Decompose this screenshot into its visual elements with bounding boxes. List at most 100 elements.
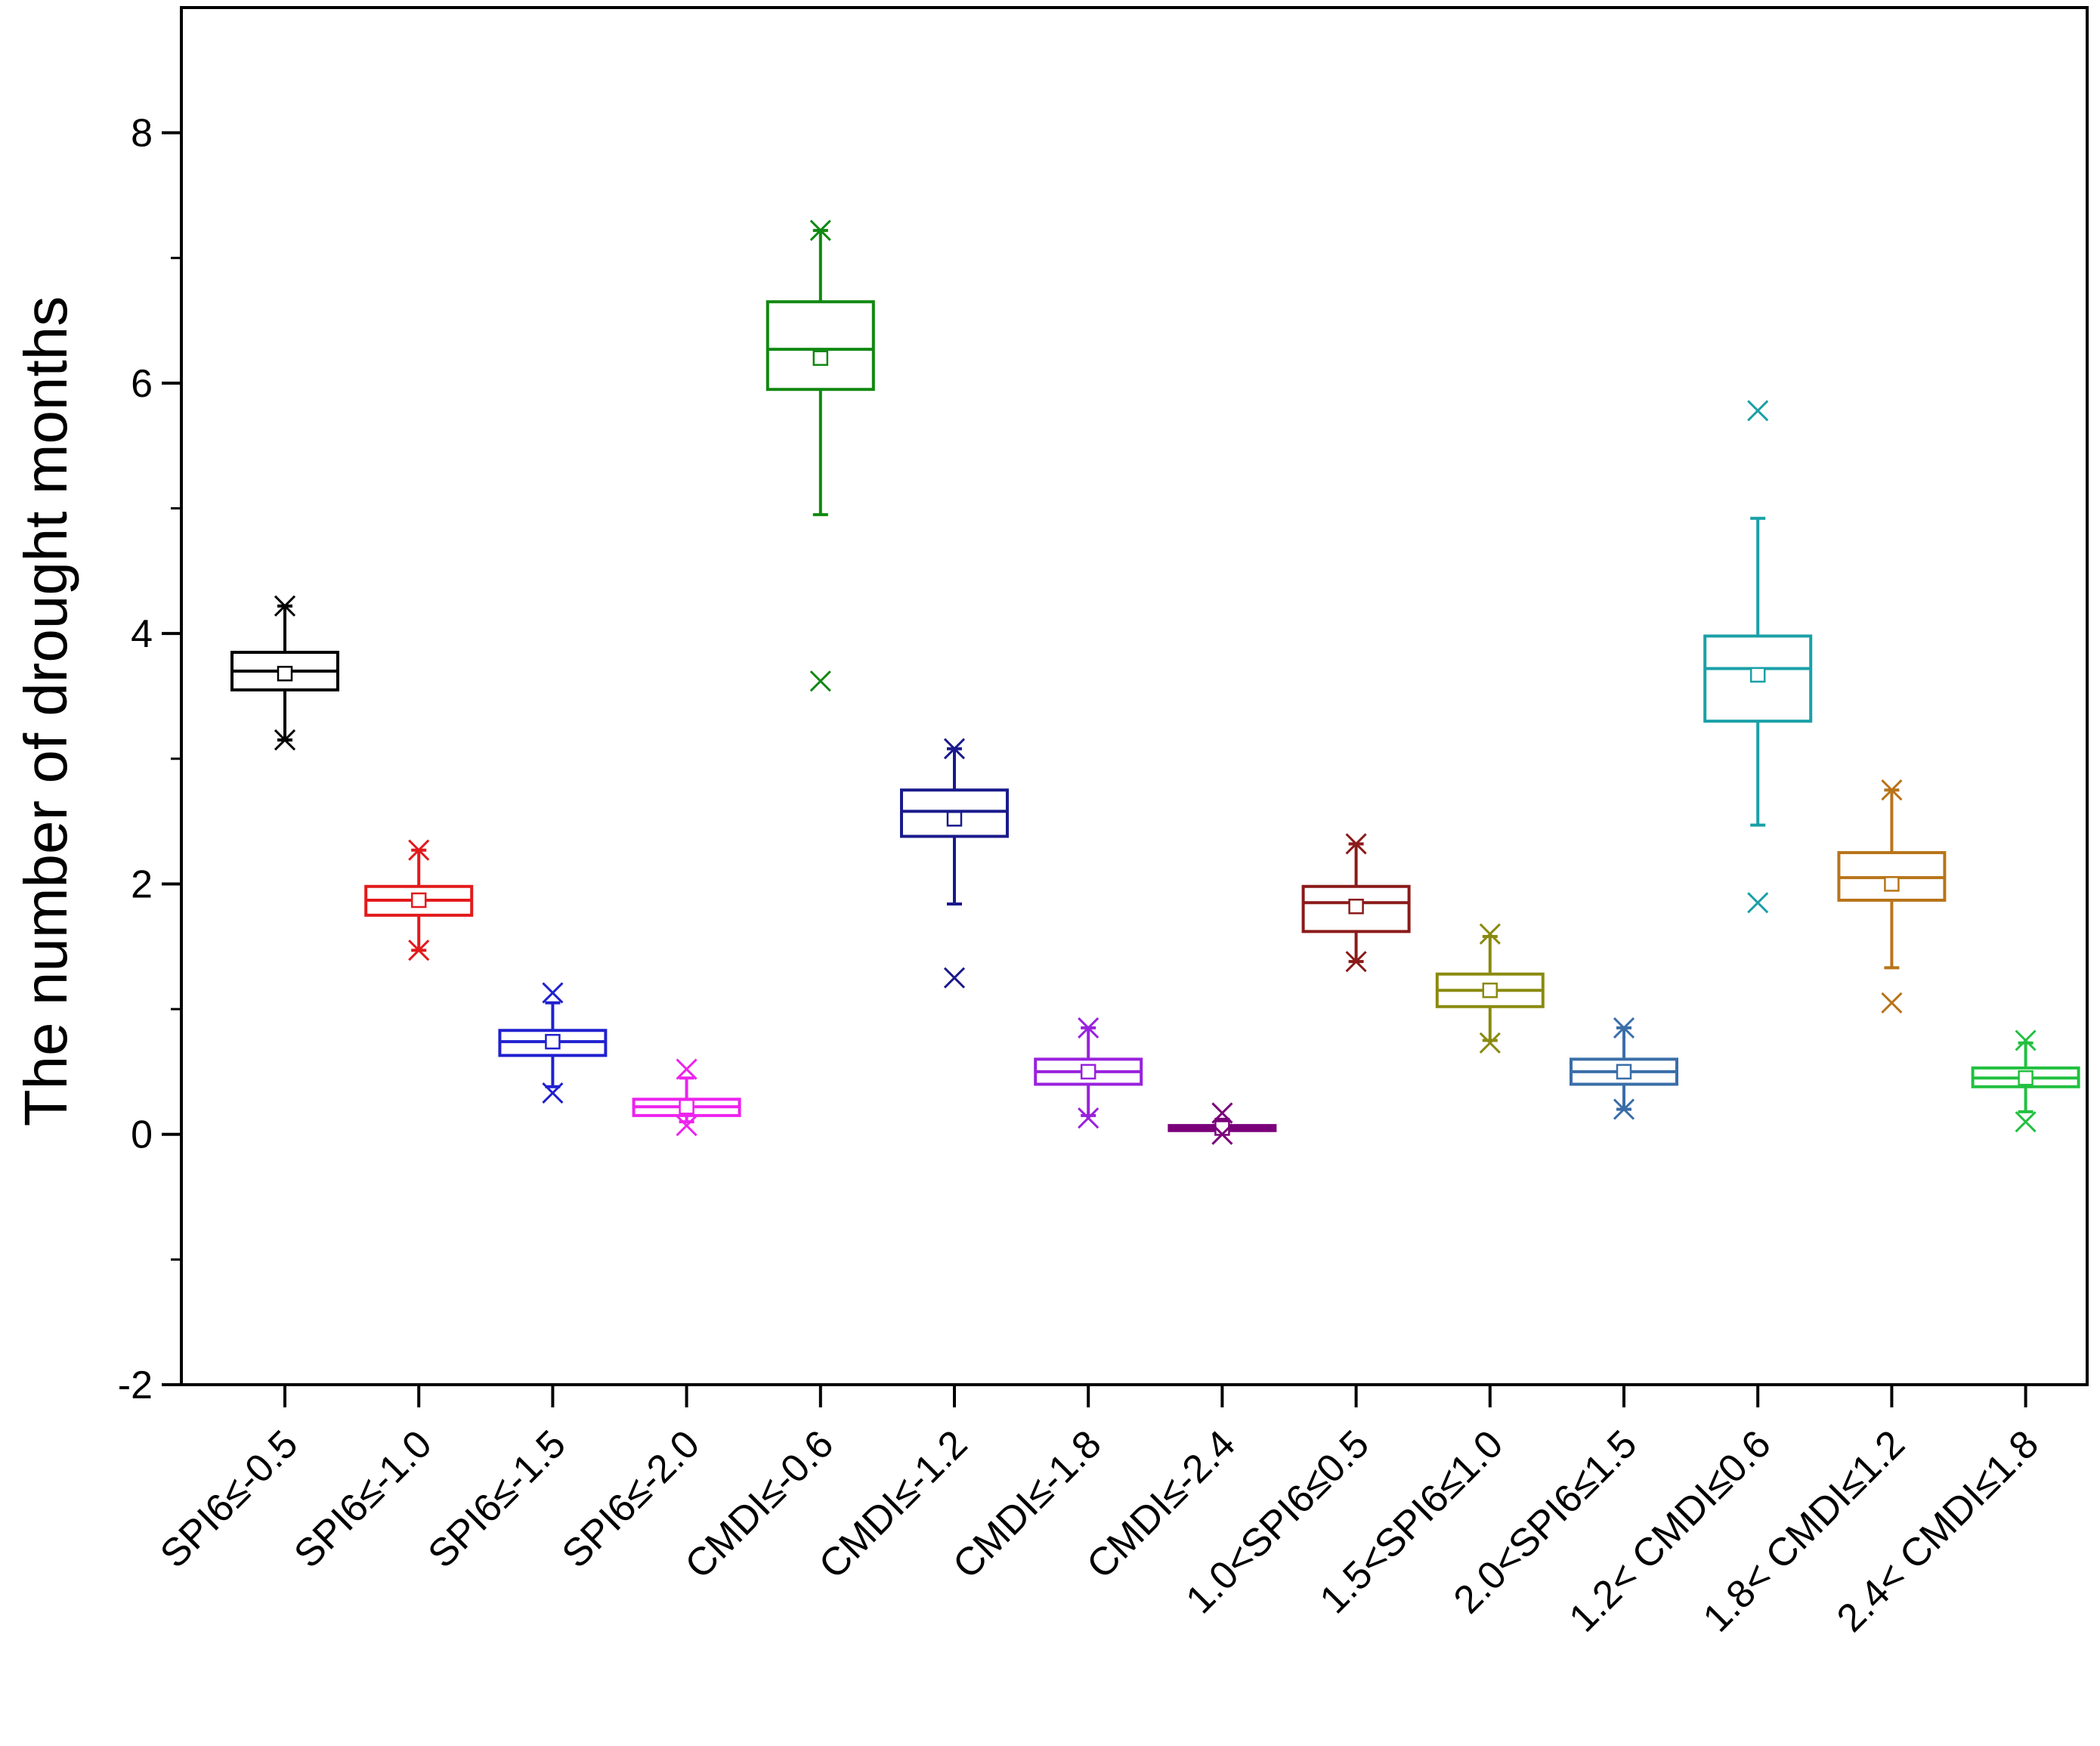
outlier-stroke [1613,1017,1635,1039]
outlier-marker [1479,1032,1501,1054]
outlier-marker [2015,1111,2037,1133]
outlier-marker [274,595,296,617]
outlier-stroke [676,1115,697,1137]
outlier-marker [809,219,831,241]
mean-marker [410,892,427,909]
outlier-marker [1078,1107,1099,1129]
box-item [1301,833,1411,973]
outlier-marker [1078,1017,1099,1039]
outlier-marker [1479,923,1501,945]
outlier-stroke [1345,951,1367,973]
outlier-marker [2015,1029,2037,1051]
mean-marker [812,350,829,367]
outlier-marker [542,1082,564,1104]
outlier-stroke [1613,1098,1635,1120]
boxes-group [230,219,2080,1145]
mean-marker [1348,899,1364,915]
y-tick-label: 2 [131,862,153,906]
outlier-marker [1747,892,1769,914]
mean-marker [679,1099,694,1115]
outlier-stroke [1211,1102,1233,1124]
outlier-stroke [1881,779,1903,801]
outlier-stroke [542,1082,564,1104]
box-item [1837,779,1947,1014]
box-item [632,1058,741,1137]
box-item [230,595,339,751]
plot-frame [180,6,2089,1386]
iqr-box [1301,884,1411,933]
outlier-stroke [2015,1029,2037,1051]
outlier-marker [1613,1098,1635,1120]
box-item [1703,400,1813,914]
outlier-stroke [408,940,430,961]
outlier-stroke [1078,1107,1099,1129]
box-item [1435,923,1545,1054]
box-item [1034,1017,1143,1129]
outlier-stroke [2015,1111,2037,1133]
y-axis: -2 0 2 4 6 8 [118,112,181,1407]
outlier-stroke [274,595,296,617]
mean-marker [1616,1063,1632,1080]
mean-marker [1482,982,1498,998]
box-item [900,738,1009,989]
mean-marker [1884,876,1900,892]
outlier-marker [1881,992,1903,1014]
box-item [1168,1102,1277,1145]
mean-marker [946,811,963,827]
outlier-stroke [943,738,966,760]
outlier-marker [943,967,966,989]
outlier-stroke [408,839,430,861]
outlier-marker [542,982,564,1004]
mean-marker [1080,1063,1096,1080]
box-item [765,219,875,692]
box-item [1971,1029,2080,1133]
outlier-marker [408,839,430,861]
box-item [498,982,608,1104]
outlier-marker [1211,1123,1233,1145]
outlier-marker [943,738,966,760]
outlier-marker [1613,1017,1635,1039]
outlier-stroke [943,967,966,989]
outlier-marker [1345,833,1367,855]
outlier-marker [274,729,296,751]
outlier-stroke [1747,400,1769,422]
mean-marker [2018,1070,2034,1086]
outlier-marker [408,940,430,961]
outlier-stroke [1747,892,1769,914]
outlier-marker [676,1058,697,1080]
outlier-marker [1881,779,1903,801]
mean-marker [277,665,293,682]
mean-marker [1749,667,1766,683]
y-tick-label: 4 [131,612,153,656]
outlier-stroke [676,1058,697,1080]
outlier-stroke [1211,1123,1233,1145]
outlier-stroke [274,729,296,751]
outlier-marker [809,670,831,692]
y-tick-label: -2 [118,1364,153,1407]
iqr-box [1703,634,1813,723]
outlier-marker [676,1115,697,1137]
box-item [1570,1017,1678,1120]
outlier-stroke [1345,833,1367,855]
iqr-box [900,788,1009,838]
box-item [364,839,474,961]
y-tick-label: 0 [131,1113,153,1157]
y-tick-label: 8 [131,112,153,156]
outlier-stroke [809,219,831,241]
outlier-marker [1747,400,1769,422]
iqr-box [765,300,875,392]
outlier-stroke [1078,1017,1099,1039]
mean-marker [545,1033,561,1050]
plot-border [180,6,2089,1386]
outlier-stroke [1881,992,1903,1014]
outlier-stroke [1479,923,1501,945]
y-axis-title: The number of drought months [12,296,79,1126]
outlier-stroke [542,982,564,1004]
outlier-marker [1211,1102,1233,1124]
y-tick-label: 6 [131,362,153,406]
outlier-stroke [809,670,831,692]
outlier-marker [1345,951,1367,973]
outlier-stroke [1479,1032,1501,1054]
